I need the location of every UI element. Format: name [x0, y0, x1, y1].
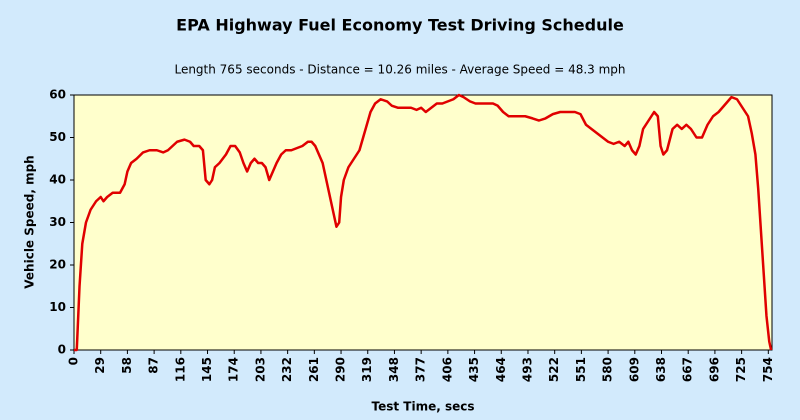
chart-title: EPA Highway Fuel Economy Test Driving Sc… [176, 16, 624, 35]
x-tick-label: 116 [173, 357, 187, 382]
x-tick-label: 406 [440, 357, 454, 382]
x-tick-label: 493 [520, 357, 534, 382]
speed-line [74, 93, 773, 352]
y-tick-label: 30 [49, 215, 66, 229]
y-tick-label: 0 [58, 343, 66, 357]
x-tick-label: 203 [253, 357, 267, 382]
x-tick-label: 29 [93, 357, 107, 374]
x-tick-label: 290 [334, 357, 348, 382]
y-axis-label: Vehicle Speed, mph [23, 155, 37, 288]
x-tick-label: 232 [280, 357, 294, 382]
x-tick-label: 667 [681, 357, 695, 382]
x-tick-label: 145 [200, 357, 214, 382]
x-tick-label: 377 [414, 357, 428, 382]
x-tick-label: 522 [547, 357, 561, 382]
x-tick-label: 696 [707, 357, 721, 382]
y-tick-label: 10 [49, 300, 66, 314]
x-tick-label: 319 [360, 357, 374, 382]
y-tick-label: 60 [49, 88, 66, 102]
x-tick-label: 261 [307, 357, 321, 382]
y-tick-label: 20 [49, 258, 66, 272]
chart-subtitle: Length 765 seconds - Distance = 10.26 mi… [174, 63, 625, 77]
x-tick-label: 638 [654, 357, 668, 382]
x-tick-label: 551 [574, 357, 588, 382]
x-tick-label: 754 [761, 357, 775, 382]
x-axis-label: Test Time, secs [371, 400, 474, 414]
y-tick-label: 40 [49, 173, 66, 187]
x-tick-label: 0 [67, 357, 81, 365]
x-tick-label: 580 [601, 357, 615, 382]
x-tick-label: 725 [734, 357, 748, 382]
x-tick-label: 464 [494, 357, 508, 382]
plot-area [73, 94, 773, 351]
x-tick-label: 609 [627, 357, 641, 382]
x-tick-label: 174 [227, 357, 241, 382]
y-tick-label: 50 [49, 130, 66, 144]
x-tick-label: 435 [467, 357, 481, 382]
x-tick-label: 87 [147, 357, 161, 374]
x-tick-label: 58 [120, 357, 134, 374]
x-tick-label: 348 [387, 357, 401, 382]
